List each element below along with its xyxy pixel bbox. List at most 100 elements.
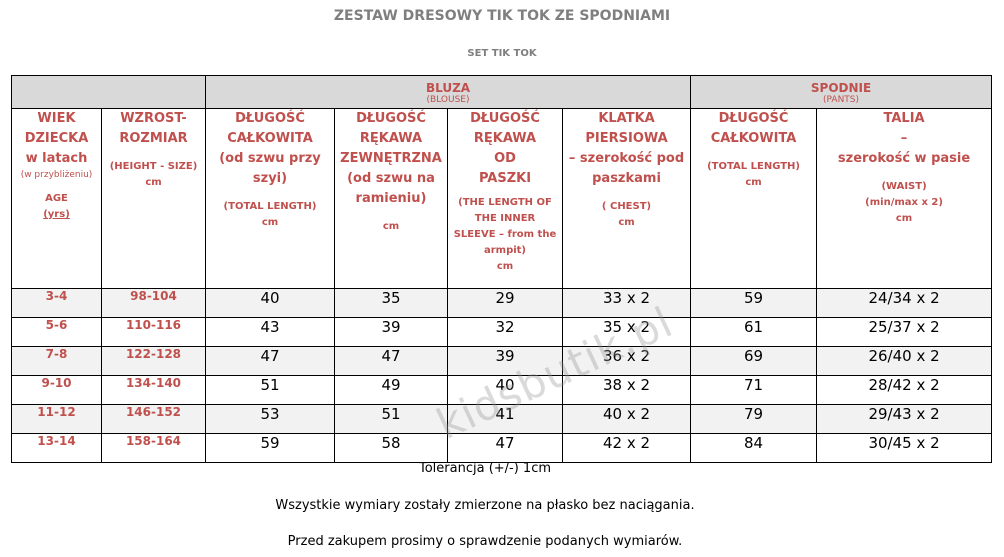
header-line: szyi) — [252, 171, 288, 186]
cell-blouse-length: 40 — [205, 288, 335, 318]
header-line: AGE — [45, 193, 68, 204]
header-line: cm — [382, 221, 400, 232]
table-row: 13-14 158-164 59 58 47 42 x 2 84 30/45 x… — [11, 433, 993, 463]
header-line: cm — [745, 177, 762, 188]
header-outer-sleeve: DŁUGOŚĆ RĘKAWA ZEWNĘTRZNA (od szwu na ra… — [334, 108, 448, 289]
group-header-bluza: BLUZA (BLOUSE) — [204, 75, 692, 109]
group-name: BLUZA — [425, 81, 471, 95]
cell-pants-length: 84 — [690, 433, 818, 463]
cell-outer-sleeve: 58 — [334, 433, 448, 463]
header-line: (min/max x 2) — [865, 197, 943, 208]
tolerance-note: Tolerancja (+/-) 1cm — [418, 461, 552, 476]
cell-waist: 30/45 x 2 — [816, 433, 993, 463]
header-chest: KLATKA PIERSIOWA – szerokość pod paszkam… — [561, 108, 692, 289]
header-line: WZROST- — [120, 111, 187, 126]
cell-chest: 40 x 2 — [561, 404, 692, 434]
cell-blouse-length: 59 — [205, 433, 335, 463]
cell-height: 158-164 — [101, 433, 206, 463]
group-subname: (BLOUSE) — [426, 95, 470, 105]
column-header-row: WIEK DZIECKA w latach (w przybliżeniu) A… — [11, 108, 993, 289]
header-line: cm — [145, 177, 162, 188]
header-line: (TOTAL LENGTH) — [707, 161, 800, 172]
cell-height: 98-104 — [101, 288, 206, 318]
header-waist: TALIA – szerokość w pasie (WAIST) (min/m… — [816, 108, 993, 289]
cell-blouse-length: 47 — [205, 346, 335, 376]
cell-height: 146-152 — [101, 404, 206, 434]
header-line: CAŁKOWITA — [227, 131, 313, 146]
cell-chest: 35 x 2 — [561, 317, 692, 347]
header-line: (w przybliżeniu) — [20, 170, 93, 180]
cell-pants-length: 59 — [690, 288, 818, 318]
header-line: ( CHEST) — [601, 201, 652, 212]
cell-pants-length: 61 — [690, 317, 818, 347]
header-line: szerokość w pasie — [837, 151, 971, 166]
header-blouse-length: DŁUGOŚĆ CAŁKOWITA (od szwu przy szyi) (T… — [205, 108, 335, 289]
cell-age: 9-10 — [11, 375, 102, 405]
cell-outer-sleeve: 51 — [334, 404, 448, 434]
page-title: ZESTAW DRESOWY TIK TOK ZE SPODNIAMI — [333, 8, 671, 24]
table-row: 7-8 122-128 47 47 39 36 x 2 69 26/40 x 2 — [11, 346, 993, 376]
header-line: paszkami — [592, 171, 661, 186]
header-line: RĘKAWA — [359, 131, 423, 146]
header-line: cm — [496, 261, 514, 272]
cell-inner-sleeve: 29 — [447, 288, 563, 318]
cell-inner-sleeve: 32 — [447, 317, 563, 347]
header-line: ROZMIAR — [119, 131, 188, 146]
cell-outer-sleeve: 39 — [334, 317, 448, 347]
cell-blouse-length: 53 — [205, 404, 335, 434]
header-line: ZEWNĘTRZNA — [340, 151, 442, 166]
cell-chest: 33 x 2 — [561, 288, 692, 318]
cell-waist: 29/43 x 2 — [816, 404, 993, 434]
header-pants-length: DŁUGOŚĆ CAŁKOWITA (TOTAL LENGTH) cm — [690, 108, 818, 289]
header-line: ramieniu) — [355, 191, 427, 206]
cell-inner-sleeve: 47 — [447, 433, 563, 463]
header-line: RĘKAWA — [473, 131, 537, 146]
cell-age: 7-8 — [11, 346, 102, 376]
cell-height: 110-116 — [101, 317, 206, 347]
header-line: (od szwu na — [347, 171, 435, 186]
header-line: – — [900, 131, 908, 146]
cell-height: 122-128 — [101, 346, 206, 376]
cell-chest: 38 x 2 — [561, 375, 692, 405]
header-line: cm — [261, 217, 279, 228]
cell-pants-length: 71 — [690, 375, 818, 405]
group-header-row: BLUZA (BLOUSE) SPODNIE (PANTS) — [11, 75, 993, 109]
header-inner-sleeve: DŁUGOŚĆ RĘKAWA OD PASZKI (THE LENGTH OF … — [447, 108, 563, 289]
group-name: SPODNIE — [810, 81, 872, 95]
cell-chest: 36 x 2 — [561, 346, 692, 376]
header-line: WIEK — [37, 111, 76, 126]
cell-waist: 25/37 x 2 — [816, 317, 993, 347]
header-line: KLATKA — [598, 111, 655, 126]
header-line: DZIECKA — [24, 131, 89, 146]
header-line: (THE LENGTH OF — [458, 197, 552, 208]
group-header-spodnie: SPODNIE (PANTS) — [690, 75, 993, 109]
cell-inner-sleeve: 40 — [447, 375, 563, 405]
header-line: cm — [618, 217, 635, 228]
header-line: (HEIGHT - SIZE) — [109, 161, 198, 172]
cell-chest: 42 x 2 — [561, 433, 692, 463]
header-line: cm — [895, 213, 913, 224]
cell-age: 11-12 — [11, 404, 102, 434]
header-line: PIERSIOWA — [585, 131, 668, 146]
header-line: (WAIST) — [881, 181, 927, 192]
header-line: armpit) — [483, 245, 527, 256]
cell-waist: 28/42 x 2 — [816, 375, 993, 405]
cell-outer-sleeve: 35 — [334, 288, 448, 318]
page-subtitle: SET TIK TOK — [467, 48, 537, 59]
header-line: SLEEVE – from the — [453, 229, 557, 240]
cell-outer-sleeve: 47 — [334, 346, 448, 376]
flat-measure-note: Wszystkie wymiary zostały zmierzone na p… — [275, 498, 695, 513]
header-line: TALIA — [883, 111, 925, 126]
header-line: – szerokość pod — [568, 151, 685, 166]
header-line: CAŁKOWITA — [710, 131, 797, 146]
cell-inner-sleeve: 39 — [447, 346, 563, 376]
cell-age: 13-14 — [11, 433, 102, 463]
cell-pants-length: 79 — [690, 404, 818, 434]
table-row: 11-12 146-152 53 51 41 40 x 2 79 29/43 x… — [11, 404, 993, 434]
cell-waist: 26/40 x 2 — [816, 346, 993, 376]
header-line: DŁUGOŚĆ — [356, 111, 426, 126]
header-line: (od szwu przy — [219, 151, 321, 166]
group-subname: (PANTS) — [823, 95, 860, 105]
cell-height: 134-140 — [101, 375, 206, 405]
check-note: Przed zakupem prosimy o sprawdzenie poda… — [287, 534, 683, 549]
